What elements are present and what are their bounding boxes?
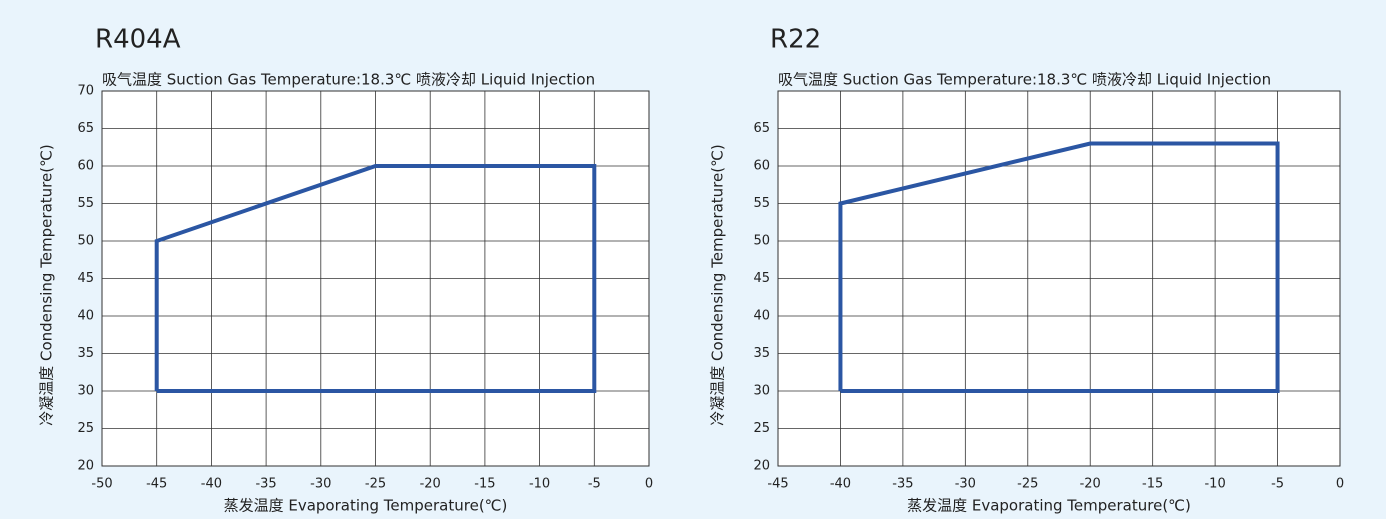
y-tick-label: 60 <box>753 159 770 174</box>
y-axis-label: 冷凝温度 Condensing Temperature(℃) <box>709 144 727 426</box>
x-tick-label: -20 <box>420 477 441 492</box>
y-tick-label: 30 <box>753 384 770 399</box>
x-tick-label: -25 <box>1017 477 1038 492</box>
y-tick-label: 20 <box>753 459 770 474</box>
chart-title: R404A <box>95 25 181 55</box>
y-tick-label: 55 <box>753 196 770 211</box>
y-tick-label: 50 <box>77 234 94 249</box>
chart-title: R22 <box>770 25 821 55</box>
x-tick-label: 0 <box>1336 477 1344 492</box>
y-tick-label: 20 <box>77 459 94 474</box>
chart: -45 -40 -35 -30 -25 -20 -15 -10 -5 0 20 25 30 35 40 45 5… <box>709 25 1345 515</box>
envelope-line <box>154 164 597 393</box>
subtitle: 吸气温度 Suction Gas Temperature:18.3℃ 喷液冷却 … <box>102 71 595 89</box>
y-tick-label: 40 <box>77 309 94 324</box>
y-axis-label: 冷凝温度 Condensing Temperature(℃) <box>38 144 56 426</box>
y-tick-label: 70 <box>77 84 94 99</box>
y-tick-label: 25 <box>77 421 94 436</box>
x-tick-label: -45 <box>767 477 788 492</box>
x-tick-label: -5 <box>1271 477 1284 492</box>
chart: -50 -45 -40 -35 -30 -25 -20 -15 -10 -5 02025303540… <box>38 25 654 515</box>
x-tick-label: -5 <box>588 477 601 492</box>
y-tick-label: 60 <box>77 159 94 174</box>
x-tick-label: -35 <box>892 477 913 492</box>
y-tick-label: 55 <box>77 196 94 211</box>
y-tick-label: 45 <box>77 271 94 286</box>
x-tick-label: 0 <box>645 477 653 492</box>
y-tick-label: 30 <box>77 384 94 399</box>
y-tick-label: 25 <box>753 421 770 436</box>
envelope-line <box>838 141 1280 393</box>
x-tick-label: -50 <box>91 477 112 492</box>
y-tick-label: 65 <box>753 121 770 136</box>
y-tick-label: 40 <box>753 309 770 324</box>
x-tick-label: -30 <box>955 477 976 492</box>
y-tick-label: 50 <box>753 234 770 249</box>
x-tick-label: -40 <box>830 477 851 492</box>
subtitle: 吸气温度 Suction Gas Temperature:18.3℃ 喷液冷却 … <box>778 71 1271 89</box>
x-tick-label: -30 <box>310 477 331 492</box>
x-tick-label: -10 <box>529 477 550 492</box>
x-axis-label: 蒸发温度 Evaporating Temperature(℃) <box>224 497 508 515</box>
x-tick-label: -15 <box>474 477 495 492</box>
y-tick-label: 35 <box>753 346 770 361</box>
y-tick-label: 45 <box>753 271 770 286</box>
x-axis-label: 蒸发温度 Evaporating Temperature(℃) <box>907 497 1191 515</box>
x-tick-label: -40 <box>201 477 222 492</box>
x-tick-label: -10 <box>1204 477 1225 492</box>
x-tick-label: -25 <box>365 477 386 492</box>
y-tick-label: 65 <box>77 121 94 136</box>
x-tick-label: -35 <box>255 477 276 492</box>
y-tick-label: 35 <box>77 346 94 361</box>
x-tick-label: -20 <box>1080 477 1101 492</box>
x-tick-label: -45 <box>146 477 167 492</box>
x-tick-label: -15 <box>1142 477 1163 492</box>
